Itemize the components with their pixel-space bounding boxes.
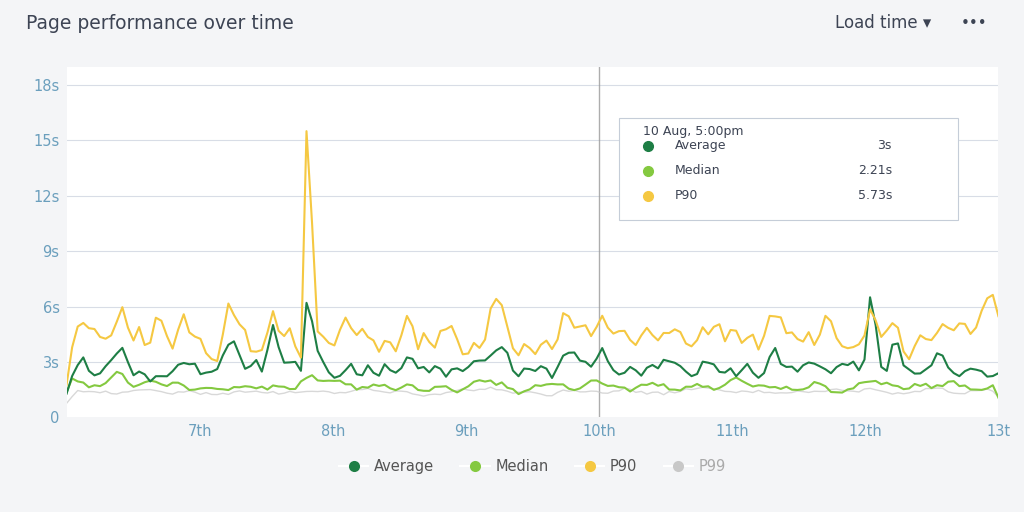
FancyBboxPatch shape: [618, 118, 958, 220]
Text: 3s: 3s: [878, 139, 892, 153]
Text: 5.73s: 5.73s: [857, 189, 892, 202]
Text: Load time ▾: Load time ▾: [835, 14, 931, 32]
Text: •••: •••: [961, 15, 987, 31]
Text: Median: Median: [675, 164, 721, 177]
Text: P90: P90: [675, 189, 698, 202]
Text: 10 Aug, 5:00pm: 10 Aug, 5:00pm: [643, 125, 743, 138]
Text: 2.21s: 2.21s: [858, 164, 892, 177]
Text: Page performance over time: Page performance over time: [26, 13, 293, 33]
Text: Average: Average: [675, 139, 726, 153]
Legend: Average, Median, P90, P99: Average, Median, P90, P99: [333, 454, 732, 480]
